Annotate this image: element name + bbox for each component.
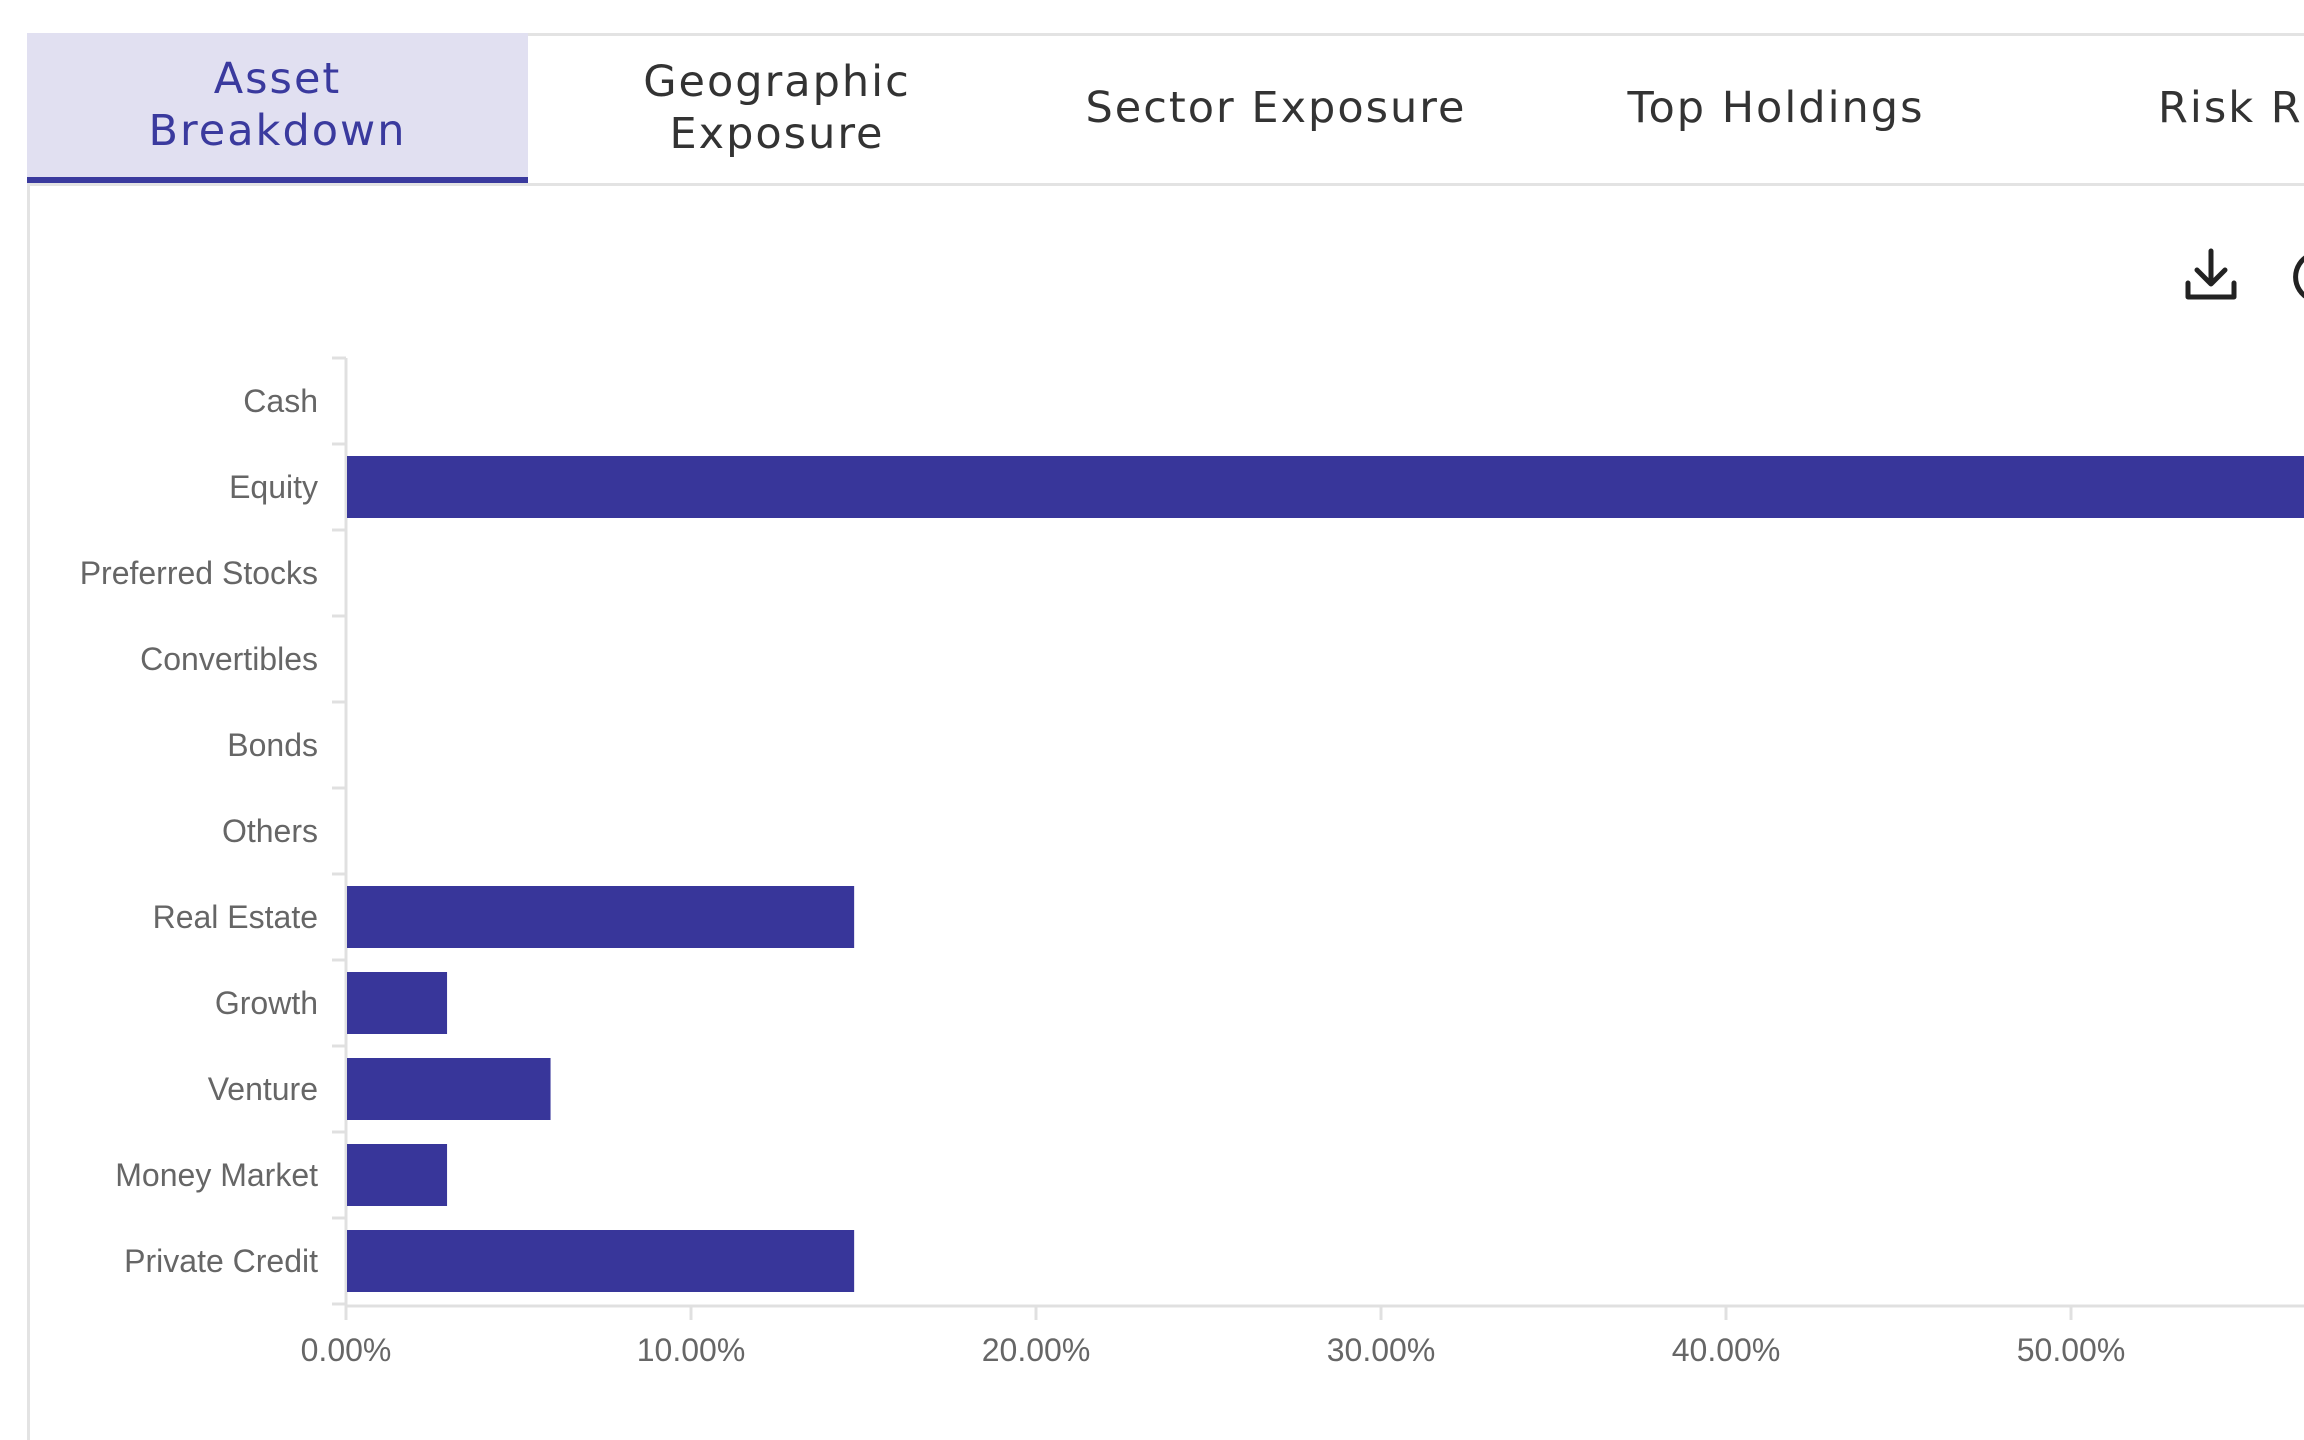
category-label-preferred-stocks: Preferred Stocks bbox=[80, 555, 318, 591]
y-tick-group bbox=[332, 356, 346, 1306]
bar-group bbox=[347, 456, 2304, 1292]
bar-real-estate[interactable] bbox=[347, 886, 855, 948]
x-tick-label: 20.00% bbox=[982, 1332, 1091, 1368]
category-label-growth: Growth bbox=[215, 985, 318, 1021]
tab-bar: Asset Breakdown Geographic Exposure Sect… bbox=[27, 33, 2304, 186]
x-tick-label: 10.00% bbox=[637, 1332, 746, 1368]
category-label-others: Others bbox=[222, 813, 318, 849]
x-tick-group bbox=[344, 1306, 2073, 1320]
x-tick-label: 50.00% bbox=[2017, 1332, 2126, 1368]
tab-top-holdings[interactable]: Top Holdings bbox=[1627, 83, 1925, 133]
category-label-venture: Venture bbox=[208, 1071, 318, 1107]
category-label-real-estate: Real Estate bbox=[153, 899, 318, 935]
x-tick-label-group: 0.00% 10.00% 20.00% 30.00% 40.00% 50.00% bbox=[301, 1332, 2126, 1368]
x-tick-label: 0.00% bbox=[301, 1332, 392, 1368]
bar-money-market[interactable] bbox=[347, 1144, 448, 1206]
x-tick-label: 40.00% bbox=[1672, 1332, 1781, 1368]
category-label-private-credit: Private Credit bbox=[124, 1243, 318, 1279]
category-label-group: Cash Equity Preferred Stocks Convertibles Bo… bbox=[80, 383, 318, 1279]
x-tick-label: 30.00% bbox=[1327, 1332, 1436, 1368]
tab-sector-exposure[interactable]: Sector Exposure bbox=[1085, 83, 1467, 133]
category-label-cash: Cash bbox=[243, 383, 318, 419]
category-label-bonds: Bonds bbox=[227, 727, 318, 763]
category-label-equity: Equity bbox=[229, 469, 318, 505]
tab-risk[interactable]: Risk Ra bbox=[2158, 83, 2304, 133]
bar-private-credit[interactable] bbox=[347, 1230, 855, 1292]
tab-geographic-exposure[interactable]: Geographic Exposure bbox=[643, 57, 911, 159]
circle-icon[interactable] bbox=[2288, 243, 2304, 309]
category-label-money-market: Money Market bbox=[115, 1157, 318, 1193]
download-icon[interactable] bbox=[2178, 243, 2244, 309]
bar-growth[interactable] bbox=[347, 972, 448, 1034]
tab-asset-breakdown[interactable]: Asset Breakdown bbox=[27, 33, 528, 183]
bar-equity[interactable] bbox=[347, 456, 2304, 518]
category-label-convertibles: Convertibles bbox=[140, 641, 318, 677]
bar-venture[interactable] bbox=[347, 1058, 551, 1120]
